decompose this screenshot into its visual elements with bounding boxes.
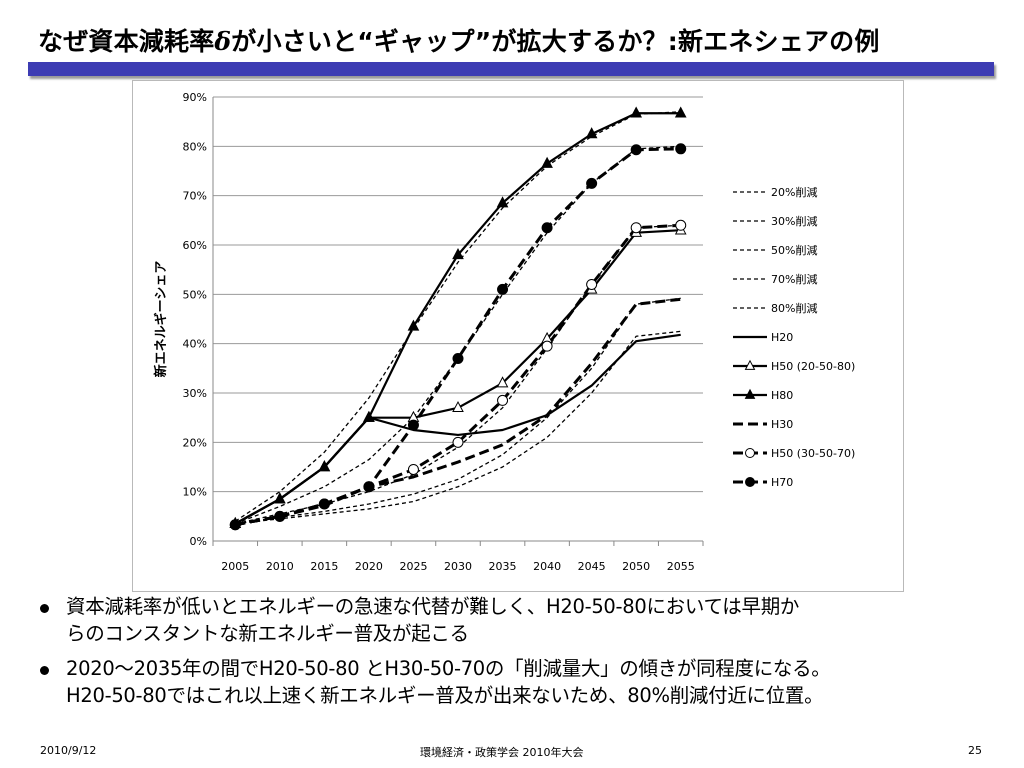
data-point-triangle <box>452 248 464 260</box>
y-axis-label: 新エネルギーシェア <box>153 261 169 378</box>
data-point-circle <box>586 278 598 290</box>
chart-frame: 0% 10% 20% 30% 40% 50% 60% 70% 80% 90% 2005 2010 201… <box>132 80 904 592</box>
data-point-triangle <box>452 400 464 413</box>
title-underline-bar <box>28 62 994 76</box>
data-point-circle <box>452 352 464 364</box>
footer-date: 2010/9/12 <box>40 744 97 757</box>
data-point-circle <box>586 177 598 189</box>
legend-label-9: H50 (30-50-70) <box>771 447 855 460</box>
title-pre: なぜ資本減耗率 <box>38 27 215 56</box>
footer-event: 環境経済・政策学会 2010年大会 <box>420 746 584 759</box>
bullet-dot <box>40 666 49 675</box>
data-point-circle <box>675 219 687 231</box>
y-tick-label: 20% <box>183 436 207 449</box>
data-point-circle <box>229 519 241 531</box>
x-tick-label: 2055 <box>667 560 695 573</box>
legend-label-10: H70 <box>771 476 793 489</box>
line-chart: 0% 10% 20% 30% 40% 50% 60% 70% 80% 90% 2005 2010 201… <box>153 91 855 573</box>
y-tick-label: 50% <box>183 288 207 301</box>
y-tick-label: 30% <box>183 387 207 400</box>
data-point-circle <box>675 143 687 155</box>
x-tick-label: 2040 <box>533 560 561 573</box>
data-point-circle <box>407 419 419 431</box>
legend-label-6: H50 (20-50-80) <box>771 360 855 373</box>
x-tick-label: 2015 <box>310 560 338 573</box>
legend-label-5: H20 <box>771 331 793 344</box>
data-point-circle <box>363 481 375 493</box>
data-point-triangle <box>585 127 598 139</box>
data-point-triangle <box>630 106 643 118</box>
data-point-triangle <box>496 196 509 208</box>
legend-label-4: 80%削減 <box>771 301 817 315</box>
data-point-circle <box>630 222 642 234</box>
x-tick-label: 2010 <box>266 560 294 573</box>
data-point-circle <box>318 498 330 510</box>
data-point-circle <box>497 394 509 406</box>
legend-label-2: 50%削減 <box>771 243 817 257</box>
x-tick-label: 2045 <box>578 560 606 573</box>
data-point-triangle <box>744 359 756 370</box>
y-tick-label: 40% <box>183 338 207 351</box>
bullet-1-line-2: らのコンスタントな新エネルギー普及が起こる <box>66 622 469 645</box>
bullet-list: 資本減耗率が低いとエネルギーの急速な代替が難しく、H20-50-80においては早… <box>38 593 1018 717</box>
y-tick-label: 60% <box>183 239 207 252</box>
slide-title: なぜ資本減耗率δが小さいと“ギャップ”が拡大するか？:新エネシェアの例 <box>38 22 880 58</box>
series-line-4 <box>234 111 681 522</box>
x-tick-label: 2020 <box>355 560 383 573</box>
legend-label-7: H80 <box>771 389 793 402</box>
data-point-circle <box>630 144 642 156</box>
bullet-dot <box>40 604 49 613</box>
series-line-0 <box>235 330 681 525</box>
data-point-triangle <box>273 492 286 504</box>
x-tick-label: 2025 <box>399 560 427 573</box>
bullet-item-1: 資本減耗率が低いとエネルギーの急速な代替が難しく、H20-50-80においては早… <box>38 593 1018 647</box>
data-point-circle <box>541 340 553 352</box>
y-tick-label: 70% <box>183 190 207 203</box>
data-point-triangle <box>363 410 375 422</box>
title-post: が小さいと“ギャップ”が拡大するか？:新エネシェアの例 <box>231 27 880 56</box>
data-point-circle <box>407 463 419 475</box>
legend-label-3: 70%削減 <box>771 272 817 286</box>
footer-page-number: 25 <box>968 744 982 757</box>
series-line-1 <box>235 297 681 525</box>
data-point-circle <box>497 283 509 295</box>
y-tick-label: 0% <box>190 535 207 548</box>
data-point-circle <box>745 448 755 458</box>
legend-label-1: 30%削減 <box>771 214 817 228</box>
data-point-triangle <box>496 376 509 388</box>
bullet-item-2: 2020～2035年の間でH20-50-80 とH30-50-70の「削減量大」… <box>38 655 1018 709</box>
x-tick-label: 2005 <box>221 560 249 573</box>
title-delta: δ <box>214 27 232 56</box>
bullet-1-line-1: 資本減耗率が低いとエネルギーの急速な代替が難しく、H20-50-80においては早… <box>66 595 800 618</box>
bullet-2-line-2: H20-50-80ではこれ以上速く新エネルギー普及が出来ないため、80%削減付近… <box>66 684 824 707</box>
data-point-triangle <box>744 388 756 399</box>
x-tick-label: 2030 <box>444 560 472 573</box>
data-point-triangle <box>541 156 553 168</box>
legend-label-0: 20%削減 <box>771 185 817 199</box>
data-point-circle <box>541 222 553 234</box>
y-tick-label: 90% <box>183 91 207 104</box>
legend-label-8: H30 <box>771 418 793 431</box>
series-line-10 <box>234 147 681 527</box>
data-point-circle <box>452 436 464 448</box>
bullet-2-line-1: 2020～2035年の間でH20-50-80 とH30-50-70の「削減量大」… <box>66 657 831 680</box>
data-point-circle <box>274 510 286 522</box>
x-tick-label: 2035 <box>489 560 517 573</box>
y-tick-label: 80% <box>183 140 207 153</box>
data-point-triangle <box>318 460 331 472</box>
data-point-triangle <box>407 319 420 331</box>
data-point-circle <box>745 477 755 487</box>
x-tick-label: 2050 <box>622 560 650 573</box>
y-tick-label: 10% <box>183 486 207 499</box>
data-point-triangle <box>674 106 687 118</box>
